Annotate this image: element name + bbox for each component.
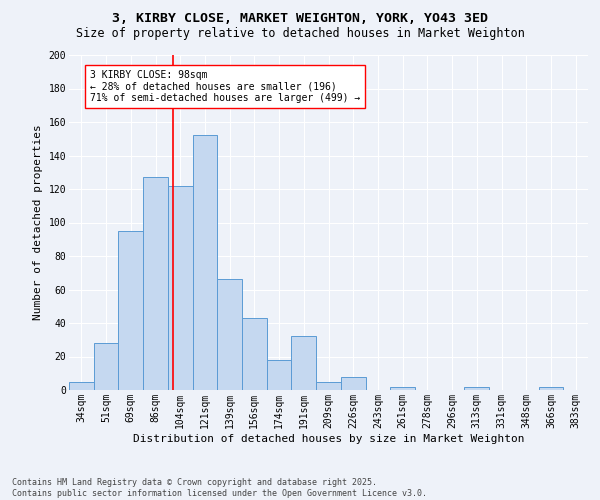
Bar — [168, 186, 193, 390]
Bar — [316, 382, 341, 390]
Bar — [118, 231, 143, 390]
Bar — [341, 376, 365, 390]
Bar — [242, 318, 267, 390]
Text: 3, KIRBY CLOSE, MARKET WEIGHTON, YORK, YO43 3ED: 3, KIRBY CLOSE, MARKET WEIGHTON, YORK, Y… — [112, 12, 488, 26]
Bar — [539, 386, 563, 390]
Bar — [267, 360, 292, 390]
Bar — [390, 386, 415, 390]
Bar — [143, 178, 168, 390]
X-axis label: Distribution of detached houses by size in Market Weighton: Distribution of detached houses by size … — [133, 434, 524, 444]
Text: 3 KIRBY CLOSE: 98sqm
← 28% of detached houses are smaller (196)
71% of semi-deta: 3 KIRBY CLOSE: 98sqm ← 28% of detached h… — [90, 70, 360, 103]
Bar — [69, 382, 94, 390]
Text: Size of property relative to detached houses in Market Weighton: Size of property relative to detached ho… — [76, 28, 524, 40]
Text: Contains HM Land Registry data © Crown copyright and database right 2025.
Contai: Contains HM Land Registry data © Crown c… — [12, 478, 427, 498]
Bar — [193, 136, 217, 390]
Bar — [94, 343, 118, 390]
Bar — [464, 386, 489, 390]
Y-axis label: Number of detached properties: Number of detached properties — [33, 124, 43, 320]
Bar — [292, 336, 316, 390]
Bar — [217, 280, 242, 390]
